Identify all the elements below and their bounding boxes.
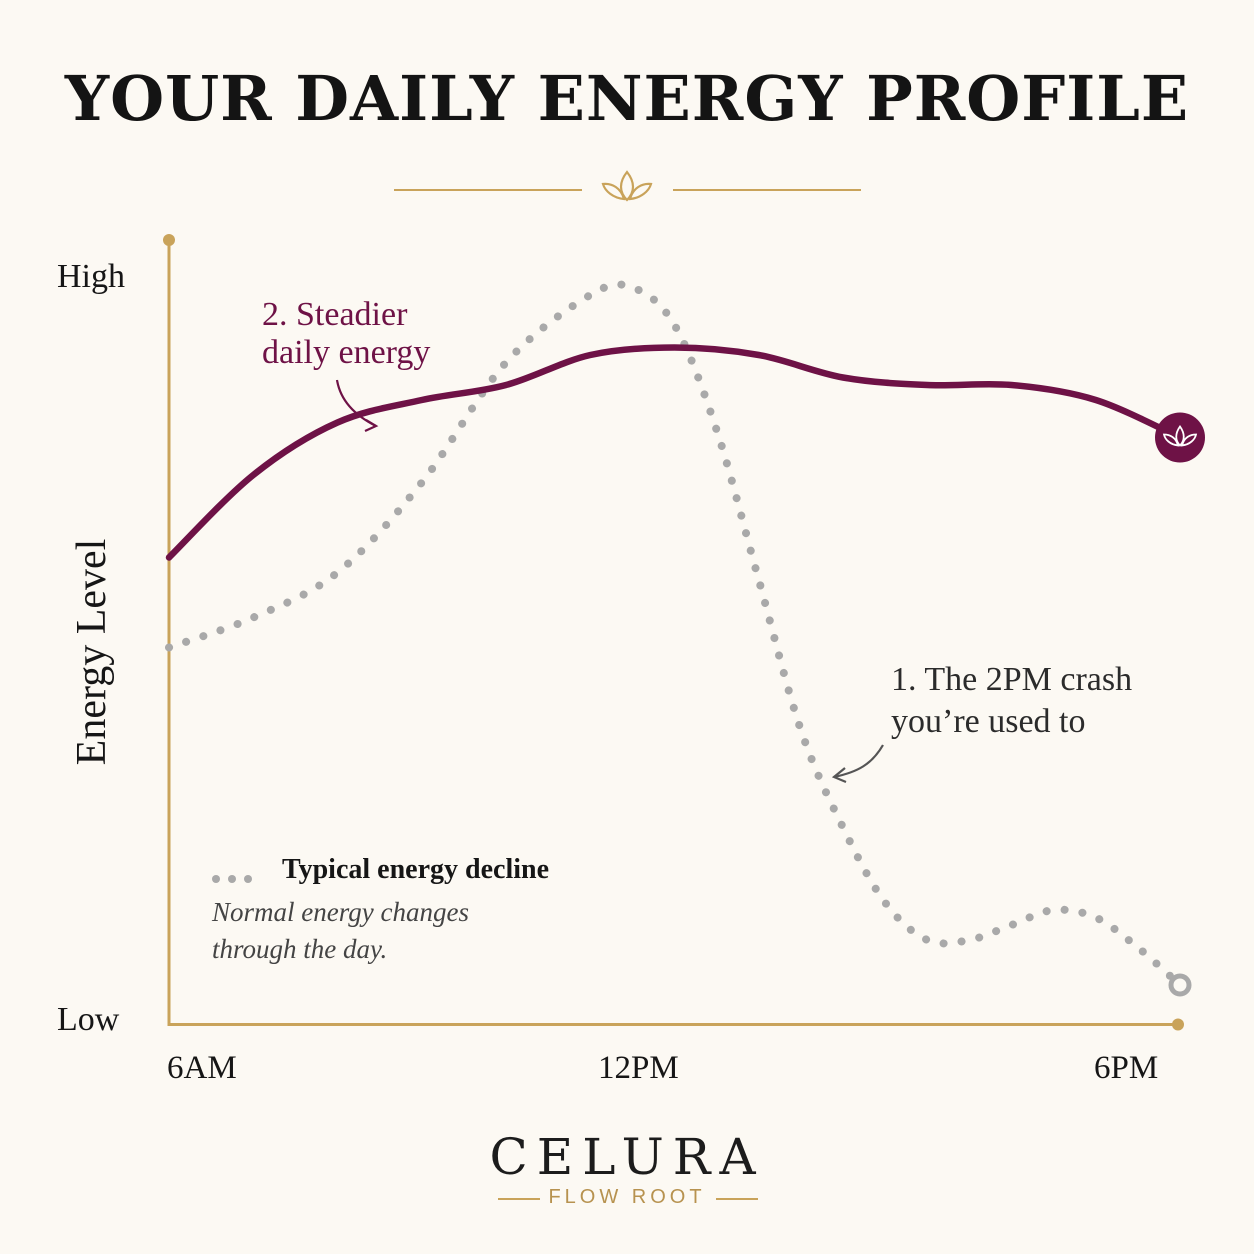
y-axis-end-dot <box>163 234 175 246</box>
lotus-icon <box>601 170 653 202</box>
legend-description: Normal energy changes through the day. <box>212 897 469 964</box>
series-end-marker-typical <box>1168 973 1192 997</box>
crash-annotation-line2: you’re used to <box>891 703 1086 740</box>
crash-annotation-arrow <box>833 744 884 779</box>
x-tick-6pm: 6PM <box>1094 1050 1159 1086</box>
brand-subtitle: FLOW ROOT <box>548 1186 706 1208</box>
steady-annotation-line1: 2. Steadier <box>262 296 408 333</box>
title-divider-left <box>394 189 582 191</box>
x-tick-12pm: 12PM <box>598 1050 679 1086</box>
crash-annotation-line1: 1. The 2PM crash <box>891 661 1133 698</box>
series-line-steady <box>165 344 1184 561</box>
brand-line-right <box>716 1198 758 1200</box>
title-divider-right <box>673 189 861 191</box>
y-tick-high: High <box>57 258 125 295</box>
y-tick-low: Low <box>57 1001 120 1038</box>
brand-logo-text: CELURA <box>489 1128 765 1186</box>
steady-arrow-head <box>364 419 379 433</box>
lotus-icon <box>1155 412 1205 463</box>
series-line-typical <box>165 280 1184 989</box>
x-axis-end-dot <box>1172 1018 1184 1031</box>
brand-line-left <box>498 1198 540 1200</box>
y-axis-label: Energy Level <box>69 538 115 766</box>
legend-label: Typical energy decline <box>282 854 549 885</box>
x-tick-6am: 6AM <box>167 1050 237 1086</box>
page-title: YOUR DAILY ENERGY PROFILE <box>64 62 1190 135</box>
steady-annotation: 2. Steadier daily energy <box>262 296 522 372</box>
crash-annotation: 1. The 2PM crash you’re used to <box>891 659 1211 743</box>
legend-dotted-swatch <box>212 868 260 887</box>
steady-annotation-line2: daily energy <box>262 334 431 371</box>
crash-arrow-head <box>831 767 847 784</box>
